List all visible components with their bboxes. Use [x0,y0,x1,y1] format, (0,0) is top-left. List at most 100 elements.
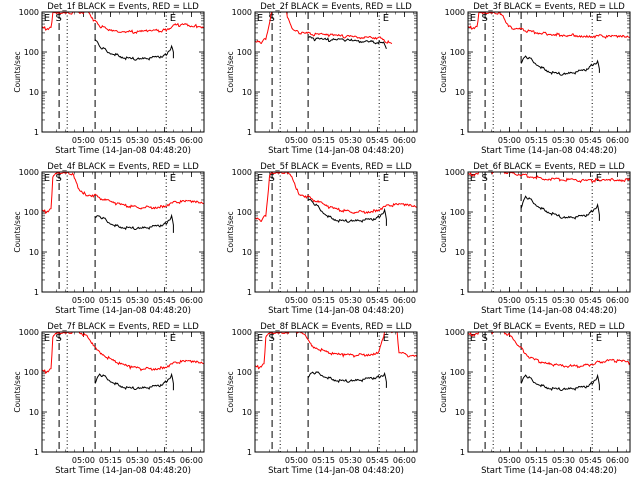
plot-area [255,172,417,226]
plot-frame [41,171,205,293]
lld-series-line [42,12,204,35]
x-tick-label: 05:00 [72,456,95,465]
x-tick-label: 05:15 [525,456,548,465]
panel-title: Det_2f BLACK = Events, RED = LLD [260,2,412,12]
y-tick-label: 100 [450,208,465,217]
x-axis-label: Start Time (14-Jan-08 04:48:20) [481,306,617,316]
x-tick-label: 05:00 [498,296,521,305]
event-marker-label: E [596,13,602,24]
y-tick-label: 10 [29,408,39,417]
event-marker-label: E [170,333,176,344]
events-series-line [307,198,387,226]
lld-series-line [468,172,630,184]
y-tick-label: 100 [450,368,465,377]
x-tick-label: 05:30 [552,136,575,145]
detector-panel-9: Det_9f BLACK = Events, RED = LLD 1 10 100 10… [439,322,631,476]
x-tick-label: 06:00 [606,296,629,305]
x-axis-label: Start Time (14-Jan-08 04:48:20) [55,306,191,316]
y-axis-label: Counts/sec [226,371,235,412]
lld-series-line [468,12,630,40]
x-tick-label: 06:00 [393,456,416,465]
x-tick-label: 05:15 [312,456,335,465]
events-series-line [307,371,387,388]
y-tick-label: 1000 [445,168,465,177]
event-marker-label: E [470,173,476,184]
event-marker-label: E [257,173,263,184]
x-tick-label: 05:15 [99,456,122,465]
x-tick-label: 05:00 [72,136,95,145]
event-marker-label: E [257,13,263,24]
x-tick-label: 06:00 [606,136,629,145]
events-series-line [520,195,600,221]
y-tick-label: 1000 [19,168,39,177]
detector-panel-2: Det_2f BLACK = Events, RED = LLD 1 10 100 10… [226,2,418,156]
y-tick-label: 10 [455,408,465,417]
x-axis-label: Start Time (14-Jan-08 04:48:20) [268,466,404,476]
plot-area [468,12,630,76]
plot-area [42,172,204,233]
x-tick-label: 05:00 [72,296,95,305]
event-marker-label: S [269,333,275,344]
y-tick-label: 10 [242,408,252,417]
y-axis-label: Counts/sec [226,211,235,252]
x-tick-label: 06:00 [180,296,203,305]
panel-title: Det_5f BLACK = Events, RED = LLD [260,162,412,172]
panel-title: Det_3f BLACK = Events, RED = LLD [473,2,625,12]
x-axis-label: Start Time (14-Jan-08 04:48:20) [55,466,191,476]
x-tick-label: 05:30 [552,296,575,305]
y-tick-label: 1 [460,288,465,297]
x-tick-label: 05:15 [99,136,122,145]
x-tick-label: 06:00 [606,456,629,465]
events-series-line [94,39,174,61]
y-axis-label: Counts/sec [439,51,448,92]
event-marker-label: E [596,173,602,184]
x-tick-label: 05:00 [498,456,521,465]
x-tick-label: 05:45 [579,456,602,465]
y-tick-label: 1 [247,128,252,137]
y-axis-label: Counts/sec [439,371,448,412]
y-tick-label: 10 [29,248,39,257]
y-tick-label: 1 [247,448,252,457]
plot-area [468,332,630,392]
x-tick-label: 05:15 [525,296,548,305]
plot-frame [467,11,631,133]
x-tick-label: 05:30 [339,296,362,305]
plot-area [255,332,417,388]
x-tick-label: 06:00 [393,296,416,305]
events-series-line [520,55,600,76]
y-tick-label: 100 [24,48,39,57]
x-tick-label: 05:30 [339,136,362,145]
x-tick-label: 05:00 [285,296,308,305]
panel-title: Det_4f BLACK = Events, RED = LLD [47,162,199,172]
lld-series-line [255,332,417,370]
panel-title: Det_6f BLACK = Events, RED = LLD [473,162,625,172]
events-series-line [520,373,600,392]
plot-frame [254,11,418,133]
y-tick-label: 1000 [445,328,465,337]
event-marker-label: E [383,333,389,344]
lld-series-line [42,332,204,375]
y-tick-label: 1000 [19,8,39,17]
y-tick-label: 1000 [232,8,252,17]
y-axis-label: Counts/sec [439,211,448,252]
x-axis-label: Start Time (14-Jan-08 04:48:20) [481,466,617,476]
y-tick-label: 1 [460,448,465,457]
x-tick-label: 05:45 [366,296,389,305]
events-series-line [307,36,387,49]
plot-area [468,172,630,221]
x-tick-label: 05:45 [153,136,176,145]
x-tick-label: 06:00 [393,136,416,145]
event-marker-label: E [44,173,50,184]
detector-panel-3: Det_3f BLACK = Events, RED = LLD 1 10 100 10… [439,2,631,156]
plot-frame [254,331,418,453]
x-tick-label: 05:15 [99,296,122,305]
x-tick-label: 05:30 [126,136,149,145]
y-tick-label: 100 [237,368,252,377]
event-marker-label: E [470,333,476,344]
x-tick-label: 05:30 [126,456,149,465]
event-marker-label: E [383,13,389,24]
y-tick-label: 100 [24,208,39,217]
y-tick-label: 1000 [232,168,252,177]
detector-panel-4: Det_4f BLACK = Events, RED = LLD 1 10 100 10… [13,162,205,316]
panel-title: Det_1f BLACK = Events, RED = LLD [47,2,199,12]
